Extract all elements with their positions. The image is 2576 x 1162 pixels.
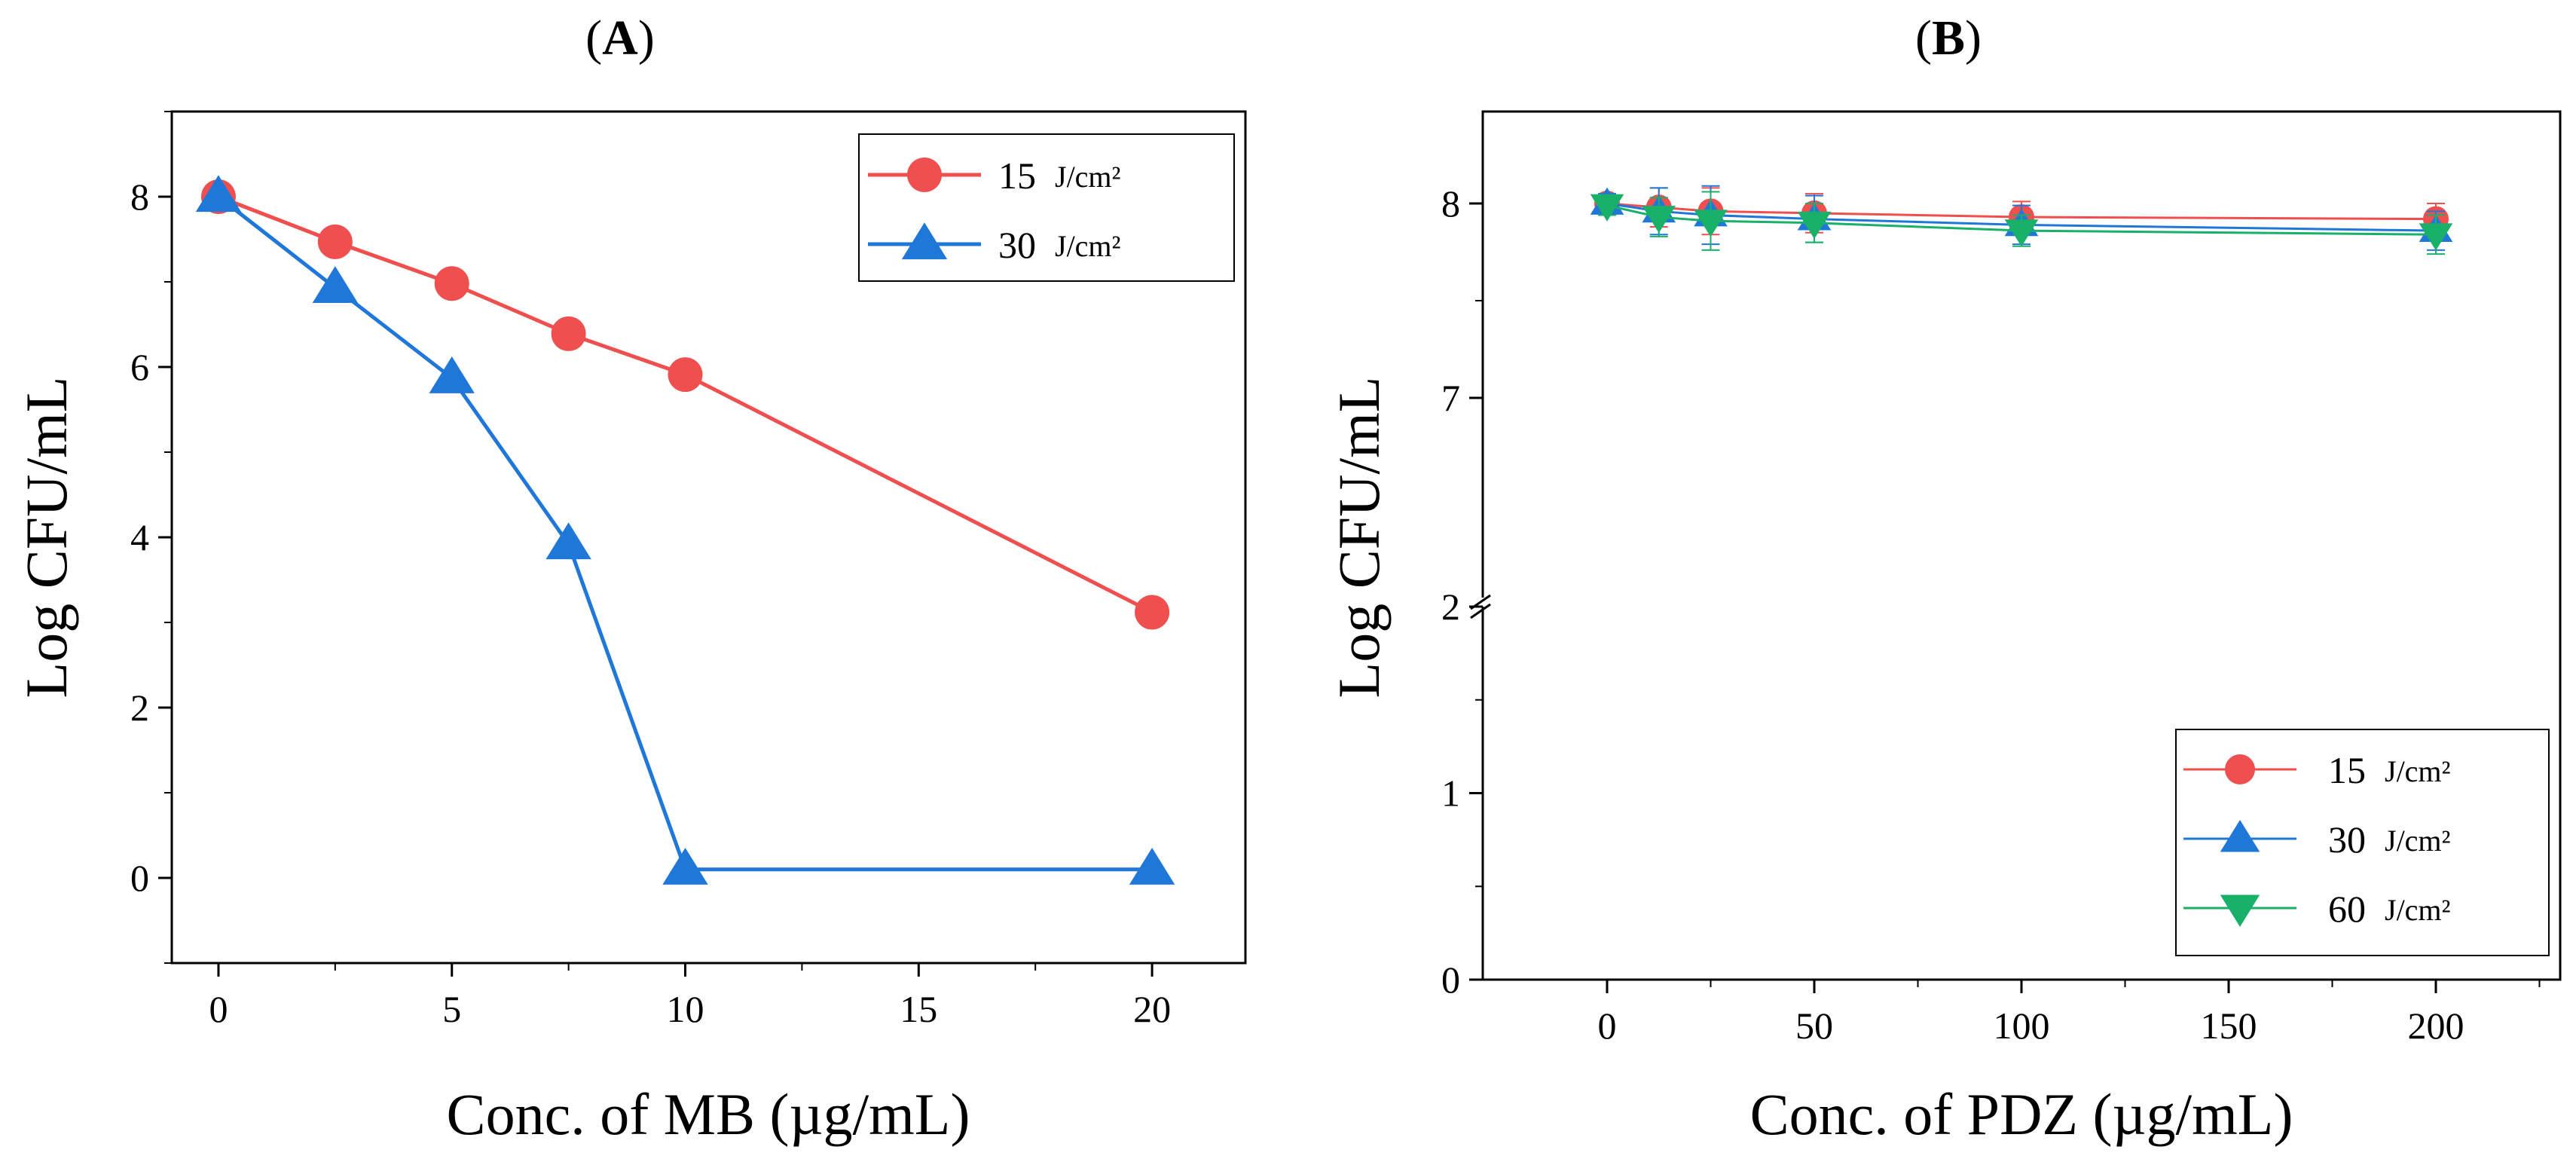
panel-b-x-tick-label: 100: [1994, 1005, 2050, 1047]
panel-a-y-tick-label: 4: [130, 516, 149, 558]
panel-a-series-2: [195, 175, 1175, 885]
panel-b-legend-label-unit: J/cm²: [2385, 754, 2451, 788]
panel-b-title: (B): [1915, 11, 1982, 66]
panel-a-legend-label-unit: J/cm²: [1055, 160, 1121, 194]
panel-a-data-point: [1135, 595, 1170, 630]
panel-b-x-tick-label: 200: [2408, 1005, 2464, 1047]
panel-a-y-tick-label: 2: [130, 686, 149, 729]
panel-a-y-axis-label: Log CFU/mL: [14, 377, 79, 699]
panel-a-data-point: [662, 847, 708, 885]
panel-b-data-point: [1797, 211, 1832, 240]
panel-b-y-tick-label: 2: [1441, 586, 1460, 628]
panel-a-x-tick-label: 15: [900, 988, 937, 1030]
panel-b-data-point: [2419, 223, 2453, 251]
panel-b-data-point: [1590, 194, 1624, 222]
panel-b-x-tick-label: 150: [2201, 1005, 2257, 1047]
panel-b-x-tick-label: 0: [1598, 1005, 1617, 1047]
panel-a-data-point: [312, 266, 359, 304]
panel-b-x-axis-label: Conc. of PDZ (µg/mL): [1750, 1081, 2293, 1147]
panel-b-y-tick-label: 0: [1441, 959, 1460, 1001]
panel-a-y-tick-label: 8: [130, 176, 149, 218]
panel-a-x-tick-label: 10: [667, 988, 704, 1030]
panel-a-series-line: [218, 194, 1154, 614]
panel-b-legend-label-value: 30: [2328, 818, 2366, 861]
panel-a-data-point: [545, 522, 591, 560]
panel-a-y-tick-label: 0: [130, 857, 149, 899]
panel-b-data-point: [1694, 209, 1728, 237]
panel-a-x-tick-label: 20: [1133, 988, 1171, 1030]
panel-b: (B) 0 50 100 150 200 0 1 2 7 8 Conc. of PDZ (µg/m…: [1326, 11, 2562, 1147]
panel-b-legend-label-value: 15: [2328, 749, 2366, 791]
panel-a-x-axis-label: Conc. of MB (µg/mL): [447, 1081, 970, 1147]
panel-b-y-tick-label: 7: [1441, 377, 1460, 419]
panel-b-legend: 15 J/cm² 30 J/cm² 60 J/cm²: [2175, 729, 2550, 956]
panel-a-legend-marker: [907, 157, 942, 192]
panel-b-x-tick-label: 50: [1795, 1005, 1833, 1047]
panel-a-series-1: [200, 179, 1170, 630]
panel-a-data-point: [317, 224, 353, 259]
panel-a-y-tick-label: 6: [130, 346, 149, 388]
panel-b-data-point: [1642, 206, 1676, 234]
panel-a-data-point: [195, 175, 242, 213]
panel-b-legend-label-unit: J/cm²: [2385, 824, 2451, 858]
panel-b-legend-label-unit: J/cm²: [2385, 893, 2451, 927]
panel-a: (A) 0 5 10 15 20 0 2 4 6 8 Conc. of MB (µg/mL) Lo…: [14, 11, 1247, 1147]
panel-a-data-point: [429, 356, 475, 393]
panel-a-data-point: [668, 357, 703, 393]
panel-a-legend-label-unit: J/cm²: [1055, 229, 1121, 263]
panel-b-y-tick-label: 8: [1441, 182, 1460, 225]
panel-a-series-line: [217, 195, 1153, 872]
panel-a-legend-label-value: 30: [998, 224, 1036, 266]
panel-a-title: (A): [585, 11, 655, 66]
panel-b-legend-marker: [2220, 894, 2260, 927]
panel-b-legend-marker: [2220, 820, 2260, 852]
panel-b-series-3: [1590, 191, 2453, 255]
panel-a-data-point: [434, 266, 469, 301]
panel-b-data-point: [2004, 219, 2039, 247]
panel-a-legend-label-value: 15: [998, 154, 1036, 197]
panel-a-legend-marker: [901, 222, 948, 260]
panel-b-y-axis-label: Log CFU/mL: [1326, 377, 1392, 699]
panel-b-axis-break-mark: [1470, 603, 1491, 619]
panel-a-x-tick-label: 5: [442, 988, 461, 1030]
panel-a-legend: 15 J/cm² 30 J/cm²: [858, 133, 1235, 282]
panel-b-legend-label-value: 60: [2328, 888, 2366, 930]
panel-a-data-point: [551, 316, 586, 351]
panel-b-y-tick-label: 1: [1441, 772, 1460, 815]
panel-a-x-tick-label: 0: [209, 988, 228, 1030]
panel-b-legend-marker: [2225, 754, 2255, 784]
panel-a-data-point: [1129, 847, 1175, 885]
